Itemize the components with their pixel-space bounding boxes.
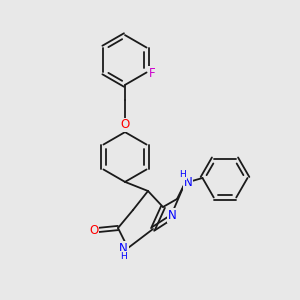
Text: N: N — [168, 209, 177, 222]
Text: O: O — [89, 224, 98, 236]
Text: O: O — [120, 118, 130, 131]
Text: N: N — [184, 176, 192, 189]
Text: N: N — [119, 242, 128, 254]
Text: F: F — [149, 67, 155, 80]
Text: H: H — [179, 170, 186, 179]
Text: H: H — [120, 252, 127, 261]
